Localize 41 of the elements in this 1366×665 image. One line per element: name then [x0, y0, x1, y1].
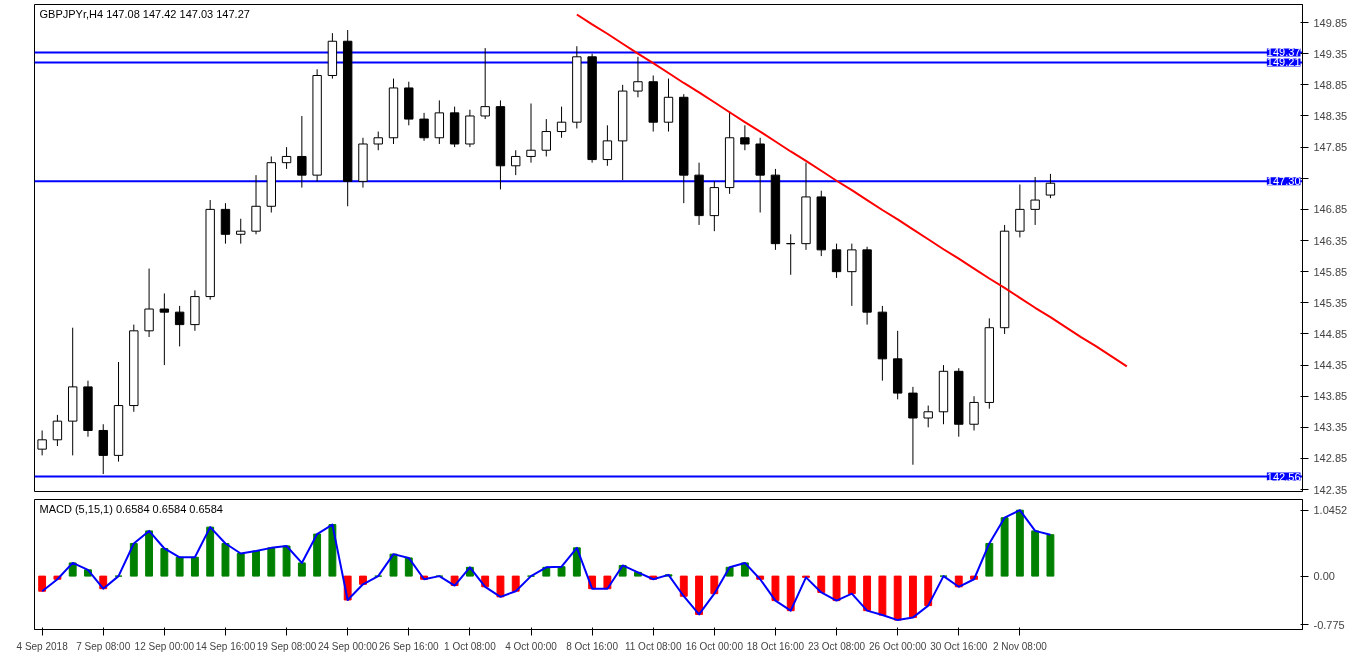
y-tick-label: 148.85: [1313, 78, 1348, 91]
y-tick-label: 145.35: [1313, 296, 1348, 309]
y-tick-label: -0.775: [1313, 618, 1345, 631]
x-tick-label: 19 Sep 08:00: [256, 640, 317, 652]
x-tick-label: 7 Sep 08:00: [76, 640, 131, 652]
x-tick-label: 30 Oct 16:00: [930, 640, 988, 652]
y-tick-label: 146.35: [1313, 234, 1348, 247]
y-tick-label: 144.85: [1313, 327, 1348, 340]
y-tick-label: 144.35: [1313, 359, 1348, 372]
x-tick-label: 8 Oct 16:00: [566, 640, 619, 652]
y-tick-label: 0.00: [1313, 570, 1335, 583]
y-tick-label: 143.35: [1313, 421, 1348, 434]
y-tick-label: 142.35: [1313, 483, 1348, 496]
x-tick-label: 26 Sep 16:00: [379, 640, 439, 652]
y-tick-label: 143.85: [1313, 390, 1348, 403]
x-tick-label: 14 Sep 16:00: [195, 640, 256, 652]
x-tick-label: 24 Sep 00:00: [317, 640, 378, 652]
x-tick-label: 2 Nov 08:00: [992, 640, 1048, 652]
x-tick-label: 11 Oct 08:00: [624, 640, 682, 652]
ref-line-label: 147.30: [1266, 175, 1301, 188]
x-tick-label: 16 Oct 00:00: [685, 640, 744, 652]
x-tick-label: 4 Oct 00:00: [505, 640, 558, 652]
x-tick-label: 1 Oct 08:00: [444, 640, 497, 652]
y-tick-label: 146.85: [1313, 203, 1348, 216]
chart-title: MACD (5,15,1) 0.6584 0.6584 0.6584: [39, 502, 223, 515]
y-tick-label: 149.35: [1313, 47, 1348, 60]
y-tick-label: 148.35: [1313, 109, 1348, 122]
y-tick-label: 147.85: [1313, 141, 1348, 154]
ref-line-label: 149.37: [1266, 46, 1301, 59]
chart-title: GBPJPYr,H4 147.08 147.42 147.03 147.27: [39, 7, 250, 20]
x-tick-label: 26 Oct 00:00: [869, 640, 927, 652]
y-tick-label: 145.85: [1313, 265, 1348, 278]
x-tick-label: 23 Oct 08:00: [807, 640, 866, 652]
ref-line-label: 142.56: [1266, 470, 1301, 483]
x-tick-label: 4 Sep 2018: [16, 640, 69, 652]
x-tick-label: 18 Oct 16:00: [746, 640, 805, 652]
x-tick-label: 12 Sep 00:00: [134, 640, 195, 652]
y-tick-label: 149.85: [1313, 16, 1348, 29]
y-tick-label: 142.85: [1313, 452, 1348, 465]
y-tick-label: 1.0452: [1313, 504, 1348, 517]
ref-line-label: 149.21: [1266, 56, 1301, 69]
